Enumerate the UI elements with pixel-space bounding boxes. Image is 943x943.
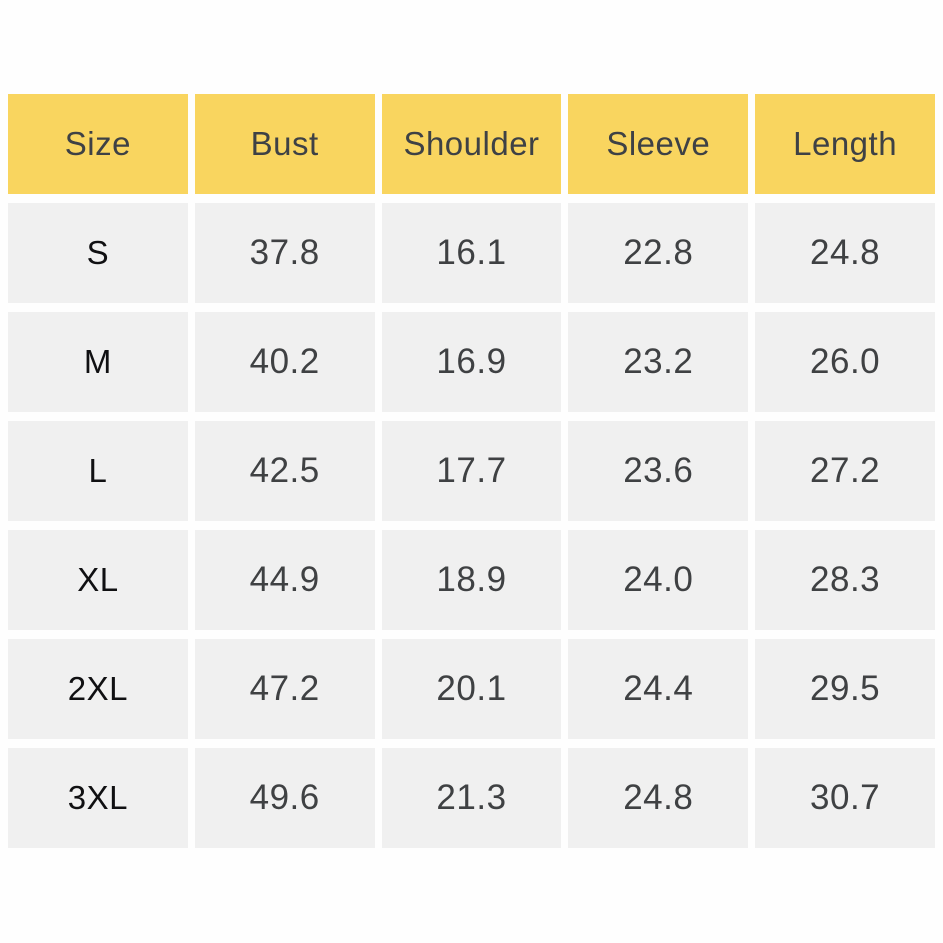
shoulder-cell: 17.7: [381, 421, 562, 521]
bust-cell: 49.6: [194, 748, 375, 848]
sleeve-cell: 22.8: [568, 203, 749, 303]
sleeve-cell: 23.6: [568, 421, 749, 521]
size-chart-table: Size Bust Shoulder Sleeve Length S 37.8 …: [1, 85, 942, 857]
table-row-xl: XL 44.9 18.9 24.0 28.3: [8, 530, 935, 630]
bust-cell: 47.2: [194, 639, 375, 739]
length-cell: 30.7: [755, 748, 935, 848]
header-cell-bust: Bust: [194, 94, 375, 194]
shoulder-cell: 16.9: [381, 312, 562, 412]
size-cell: XL: [8, 530, 188, 630]
bust-cell: 42.5: [194, 421, 375, 521]
header-cell-size: Size: [8, 94, 188, 194]
size-cell: S: [8, 203, 188, 303]
sleeve-cell: 24.8: [568, 748, 749, 848]
table-row-2xl: 2XL 47.2 20.1 24.4 29.5: [8, 639, 935, 739]
shoulder-cell: 16.1: [381, 203, 562, 303]
table-row-3xl: 3XL 49.6 21.3 24.8 30.7: [8, 748, 935, 848]
sleeve-cell: 23.2: [568, 312, 749, 412]
header-cell-length: Length: [755, 94, 935, 194]
size-cell: 3XL: [8, 748, 188, 848]
sleeve-cell: 24.4: [568, 639, 749, 739]
sleeve-cell: 24.0: [568, 530, 749, 630]
size-cell: 2XL: [8, 639, 188, 739]
length-cell: 24.8: [755, 203, 935, 303]
length-cell: 28.3: [755, 530, 935, 630]
table-row-l: L 42.5 17.7 23.6 27.2: [8, 421, 935, 521]
table-row-s: S 37.8 16.1 22.8 24.8: [8, 203, 935, 303]
shoulder-cell: 20.1: [381, 639, 562, 739]
length-cell: 29.5: [755, 639, 935, 739]
bust-cell: 37.8: [194, 203, 375, 303]
header-cell-shoulder: Shoulder: [381, 94, 562, 194]
length-cell: 27.2: [755, 421, 935, 521]
bust-cell: 44.9: [194, 530, 375, 630]
bust-cell: 40.2: [194, 312, 375, 412]
header-row: Size Bust Shoulder Sleeve Length: [8, 94, 935, 194]
length-cell: 26.0: [755, 312, 935, 412]
shoulder-cell: 18.9: [381, 530, 562, 630]
header-cell-sleeve: Sleeve: [568, 94, 749, 194]
shoulder-cell: 21.3: [381, 748, 562, 848]
size-cell: L: [8, 421, 188, 521]
table-row-m: M 40.2 16.9 23.2 26.0: [8, 312, 935, 412]
size-cell: M: [8, 312, 188, 412]
